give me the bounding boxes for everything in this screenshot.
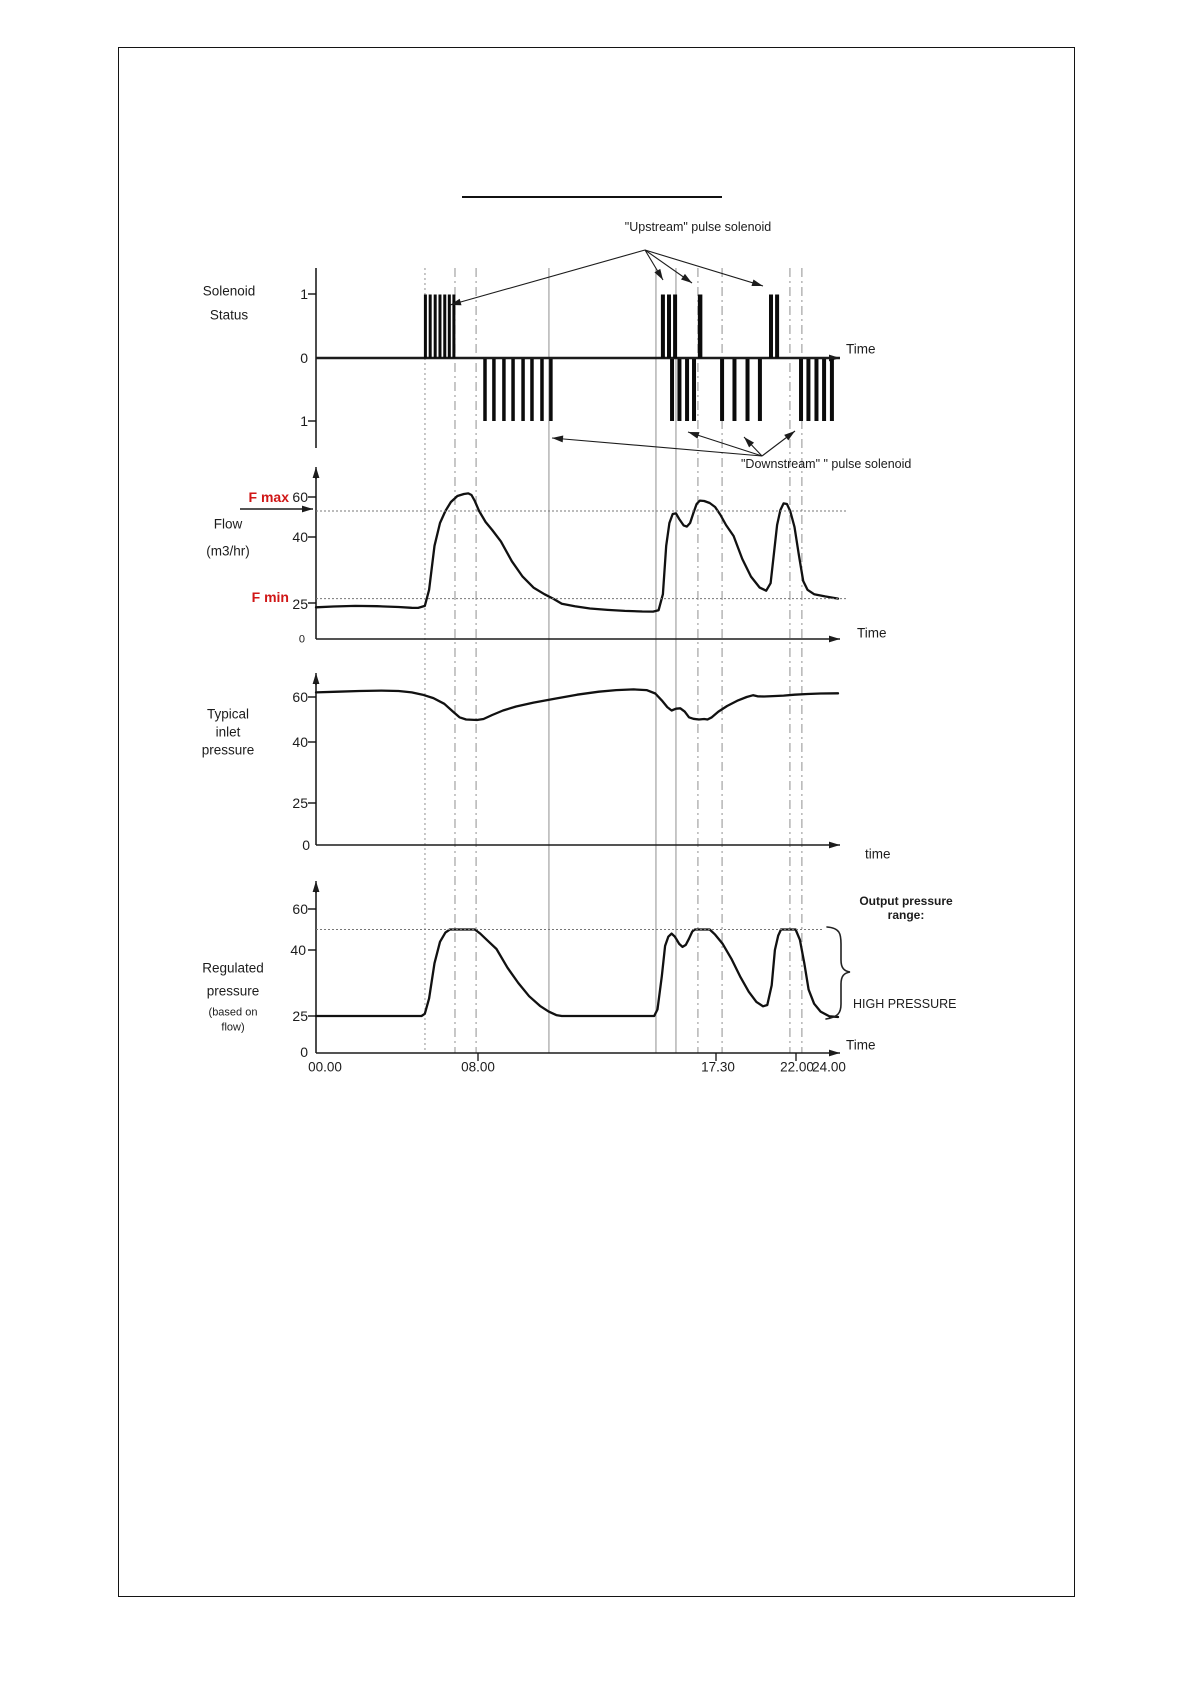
flow-ylabel-line1: Flow	[213, 516, 243, 532]
regulated-ytick-25: 25	[292, 1008, 308, 1024]
solenoid-status-chart	[308, 268, 840, 448]
flow-chart-curve	[314, 492, 840, 613]
upstream-solenoid-annotation: "Upstream" pulse solenoid	[624, 219, 772, 234]
regulated-time-axis-label: Time	[846, 1037, 876, 1053]
downstream-pulse	[540, 359, 544, 421]
regulated-ylabel-line3: (based on	[208, 1006, 258, 1019]
regulated-ytick-40: 40	[290, 942, 306, 958]
annotation-arrows	[449, 249, 796, 457]
inlet-pressure-chart	[308, 673, 840, 849]
flow-ytick-25: 25	[292, 596, 308, 612]
solenoid-ytick-zero: 0	[300, 350, 308, 366]
downstream-pulse	[530, 359, 534, 421]
downstream-pulse	[483, 359, 487, 421]
downstream-pulse	[685, 359, 690, 421]
x-axis-label-0800: 08.00	[461, 1059, 495, 1075]
downstream-pulse	[492, 359, 496, 421]
regulated-ytick-60: 60	[292, 901, 308, 917]
upstream-pulse	[697, 294, 703, 358]
inlet-ylabel-line1: Typical	[206, 706, 250, 722]
upstream-pulse	[660, 294, 665, 358]
upstream-pulse	[433, 294, 437, 358]
downstream-pulse	[814, 359, 819, 421]
upstream-pulse	[438, 294, 442, 358]
high-pressure-range-brace	[825, 926, 851, 1020]
regulated-ytick-0: 0	[300, 1044, 308, 1060]
output-pressure-range-line1: Output pressure	[859, 894, 953, 908]
flow-ytick-40: 40	[292, 529, 308, 545]
upstream-pulse	[775, 294, 780, 358]
upstream-pulse	[443, 294, 447, 358]
solenoid-ylabel-line2: Status	[209, 307, 249, 323]
downstream-pulse	[720, 359, 725, 421]
page-border	[118, 47, 1075, 1597]
downstream-pulse	[677, 359, 682, 421]
solenoid-time-axis-label: Time	[846, 341, 876, 357]
regulated-ylabel-line2: pressure	[206, 983, 260, 999]
x-axis-label-0000: 00.00	[308, 1059, 342, 1075]
reference-lines	[424, 268, 803, 1053]
x-axis-label-1730: 17.30	[701, 1059, 735, 1075]
downstream-pulse	[692, 359, 697, 421]
upstream-pulse	[667, 294, 672, 358]
downstream-pulse	[549, 359, 553, 421]
upstream-pulse	[673, 294, 678, 358]
high-pressure-label: HIGH PRESSURE	[853, 996, 957, 1011]
flow-ytick-60: 60	[292, 489, 308, 505]
upstream-pulse	[423, 294, 427, 358]
regulated-pressure-chart-curve	[314, 928, 840, 1019]
downstream-pulse	[502, 359, 506, 421]
flow-fmax-label: F max	[248, 489, 289, 505]
regulated-pressure-chart	[308, 881, 840, 1061]
downstream-pulse	[732, 359, 737, 421]
flow-ylabel-line2: (m3/hr)	[206, 543, 250, 559]
downstream-pulse	[822, 359, 827, 421]
inlet-ylabel-line2: inlet	[215, 724, 241, 740]
upstream-pulse	[447, 294, 451, 358]
downstream-pulse	[670, 359, 675, 421]
flow-ytick-0: 0	[298, 633, 305, 646]
solenoid-ytick-plus1: 1	[300, 286, 308, 302]
flow-fmin-label: F min	[251, 589, 289, 605]
inlet-pressure-chart-curve	[314, 688, 840, 722]
downstream-pulse	[511, 359, 515, 421]
solenoid-ytick-minus1: 1	[300, 413, 308, 429]
output-pressure-range-line2: range:	[887, 908, 925, 922]
downstream-solenoid-annotation: "Downstream" " pulse solenoid	[741, 456, 912, 471]
downstream-pulse	[521, 359, 525, 421]
regulated-ylabel-line1: Regulated	[202, 960, 264, 976]
downstream-pulse	[829, 359, 834, 421]
inlet-ytick-60: 60	[292, 689, 308, 705]
output-range	[825, 926, 851, 1020]
x-axis-label-2400: 24.00	[812, 1059, 846, 1075]
inlet-time-axis-label: time	[865, 846, 891, 862]
inlet-ytick-25: 25	[292, 795, 308, 811]
solenoid-ylabel-line1: Solenoid	[202, 283, 256, 299]
flow-chart	[240, 467, 846, 643]
downstream-pulse	[745, 359, 750, 421]
inlet-ytick-0: 0	[302, 837, 310, 853]
flow-time-axis-label: Time	[857, 625, 887, 641]
downstream-pulse	[806, 359, 811, 421]
x-axis-label-2200: 22.00	[780, 1059, 814, 1075]
downstream-pulse	[757, 359, 762, 421]
regulated-ylabel-line4: flow)	[221, 1021, 245, 1034]
inlet-ytick-40: 40	[292, 734, 308, 750]
inlet-ylabel-line3: pressure	[201, 742, 255, 758]
upstream-pulse	[452, 294, 456, 358]
upstream-pulse	[769, 294, 774, 358]
downstream-pulse	[799, 359, 804, 421]
upstream-pulse	[428, 294, 432, 358]
